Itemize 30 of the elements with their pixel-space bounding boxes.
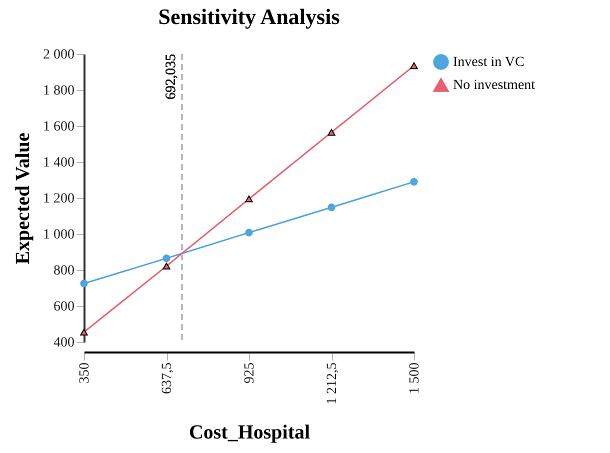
x-tick-label: 350	[78, 362, 92, 384]
y-tick-label: 1 000	[43, 228, 74, 242]
y-tick-label: 1 600	[43, 120, 74, 134]
y-tick-label: 800	[54, 264, 74, 278]
point	[80, 280, 88, 288]
x-tick-label: 1 500	[408, 362, 422, 394]
x-tick-label: 1 212,5	[325, 362, 340, 404]
point	[410, 62, 418, 70]
y-tick-label: 600	[54, 300, 74, 314]
y-tick-label: 400	[54, 336, 74, 350]
legend-label: No investment	[453, 78, 536, 93]
y-tick-label: 2 000	[43, 48, 74, 62]
point	[410, 178, 418, 186]
point	[162, 254, 170, 262]
y-tick-label: 1 800	[43, 84, 74, 98]
point	[328, 204, 336, 212]
y-axis-title: Expected Value	[12, 132, 34, 264]
x-tick-label: 637,5	[160, 362, 175, 394]
point	[245, 195, 253, 202]
ref-line-label: 692,035	[164, 54, 180, 100]
x-axis-title: Cost_Hospital	[188, 422, 311, 444]
point	[162, 262, 170, 270]
x-tick-label: 925	[242, 362, 258, 384]
legend-label: Invest in VC	[453, 55, 524, 70]
y-tick-label: 1 400	[43, 156, 74, 170]
point	[80, 328, 88, 336]
point	[328, 128, 336, 136]
point	[245, 228, 253, 236]
chart-title: Sensitivity Analysis	[158, 4, 340, 29]
y-tick-label: 1 200	[43, 192, 74, 206]
